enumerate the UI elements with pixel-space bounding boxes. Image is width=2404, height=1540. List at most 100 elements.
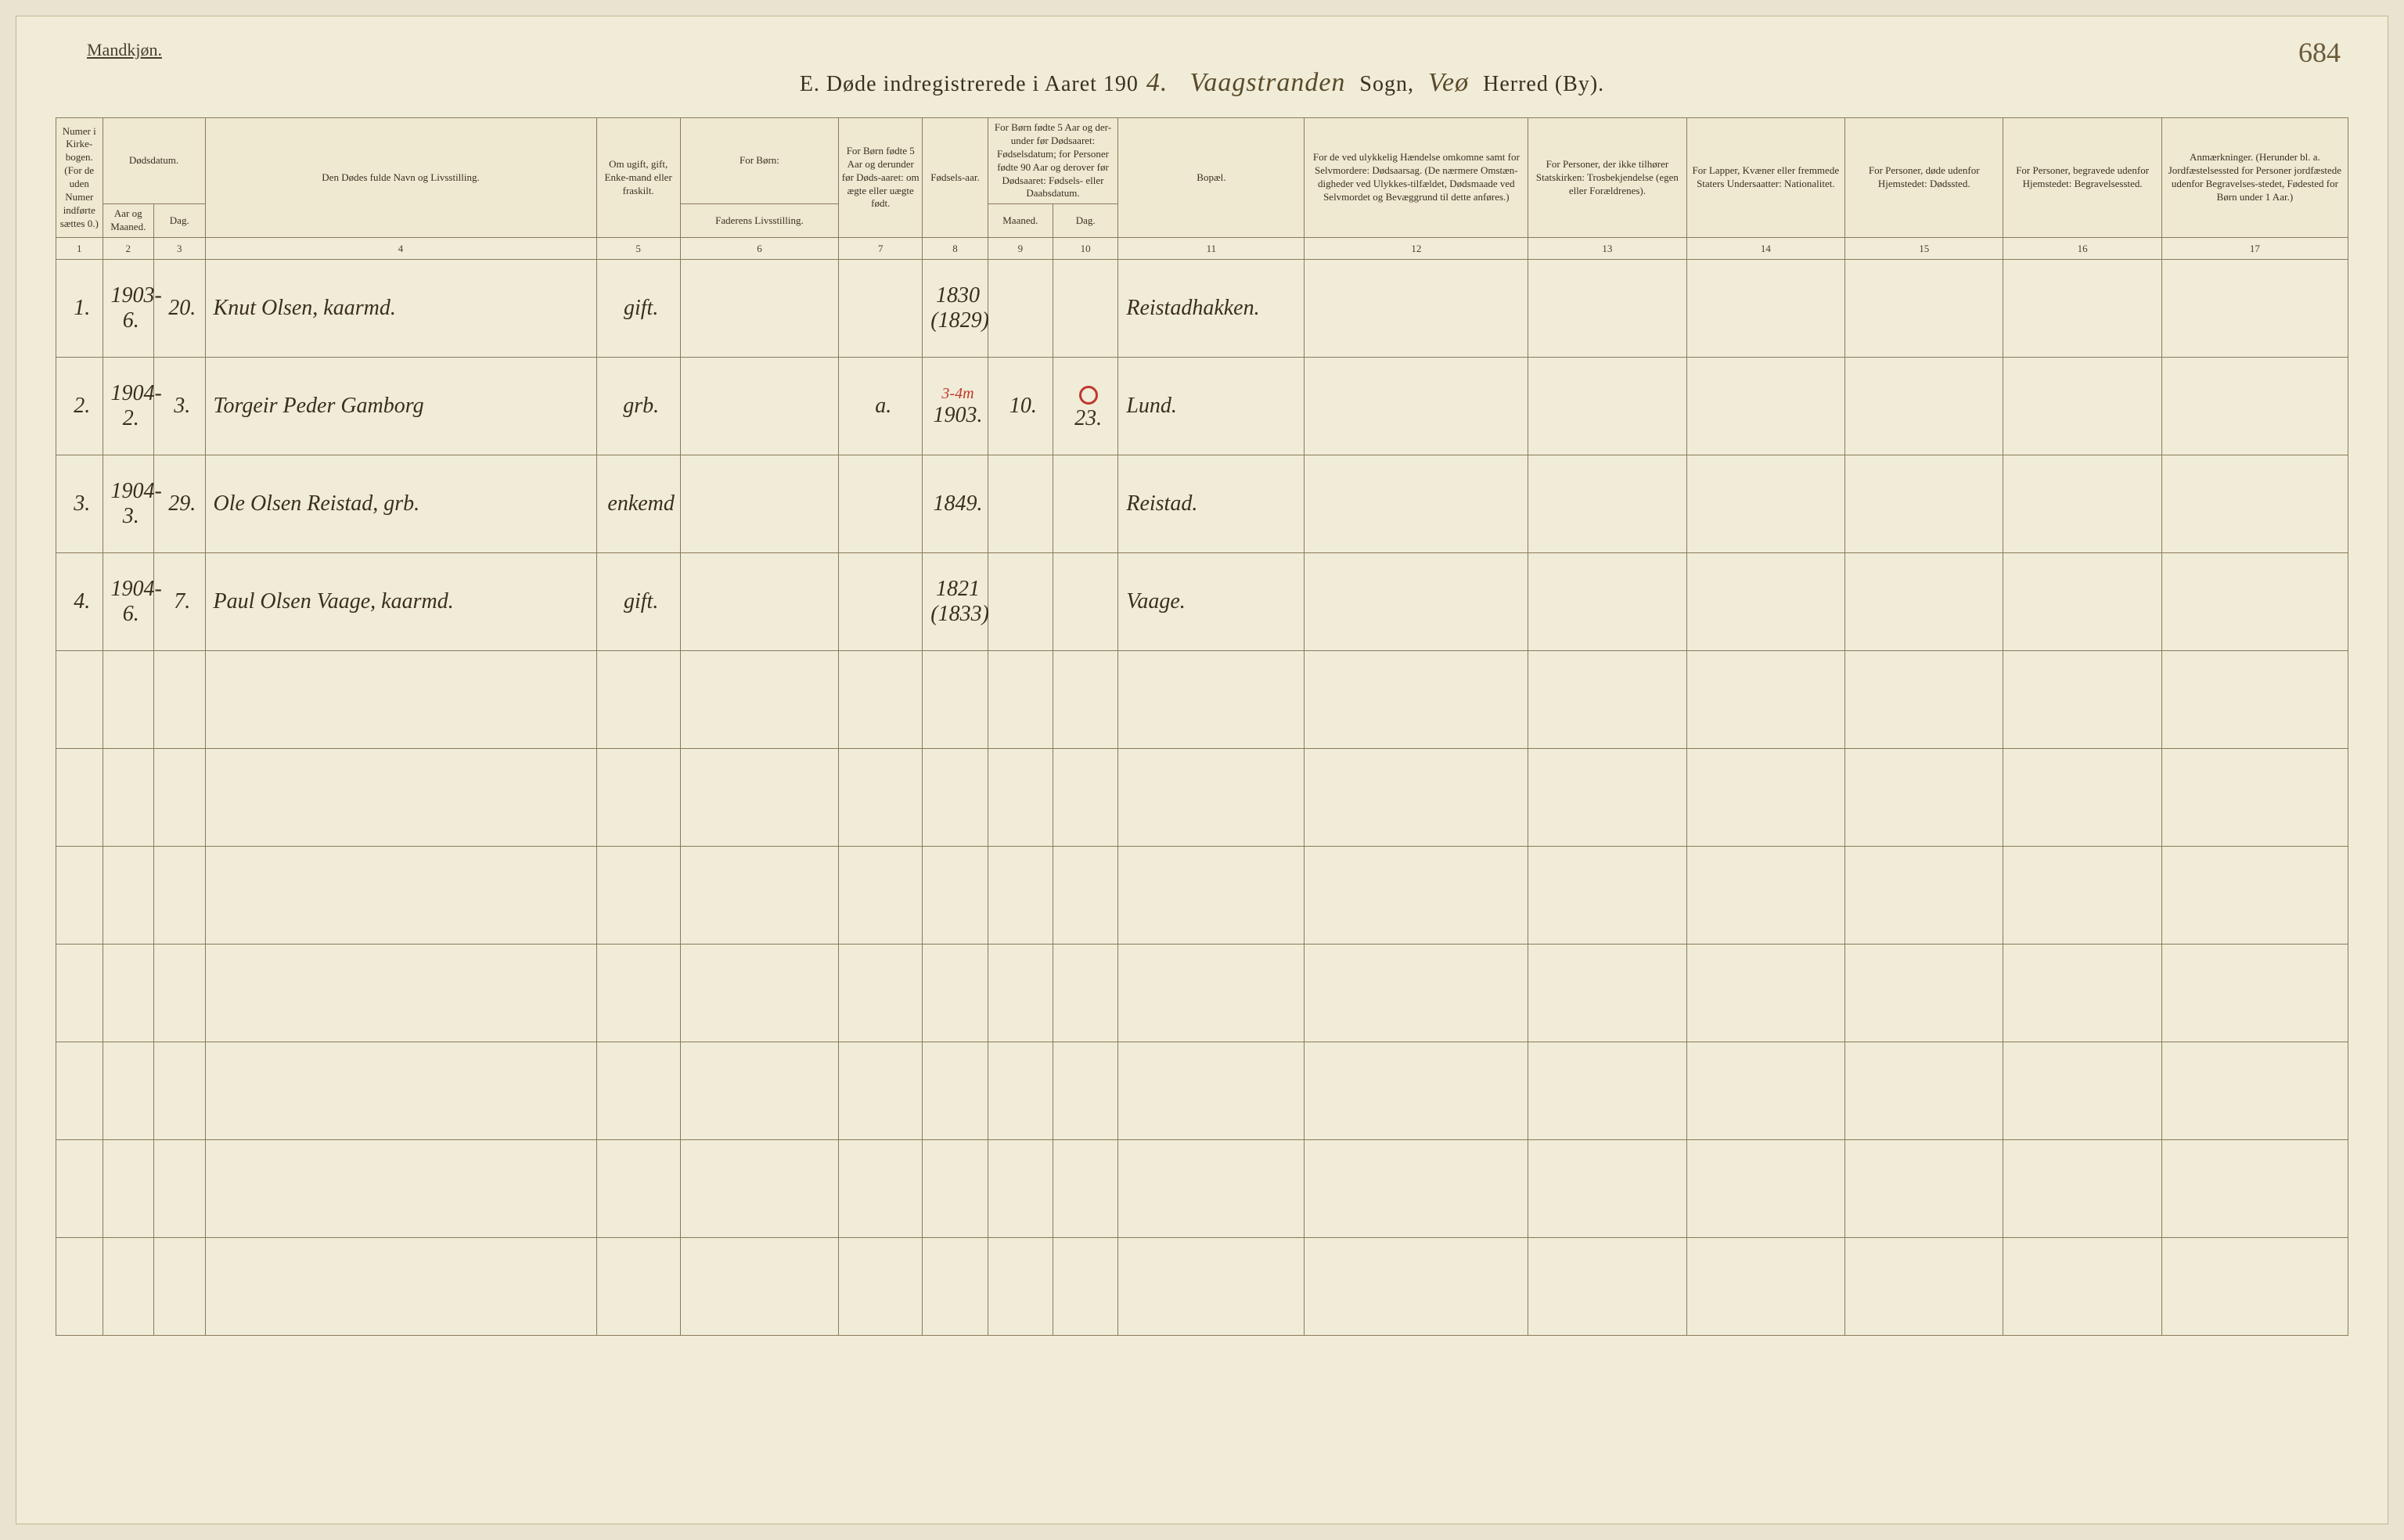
cell	[1528, 651, 1686, 749]
cell	[988, 260, 1053, 358]
cell	[2161, 358, 2348, 455]
colnum-cell: 13	[1528, 238, 1686, 260]
cell	[680, 1042, 838, 1140]
cell	[2003, 1042, 2161, 1140]
table-header: Numer i Kirke-bogen. (For de uden Numer …	[56, 118, 2348, 260]
cell	[2161, 1042, 2348, 1140]
cell	[1845, 945, 2003, 1042]
cell	[1528, 260, 1686, 358]
column-number-row: 1234567891011121314151617	[56, 238, 2348, 260]
cell	[680, 749, 838, 847]
cell-text: gift.	[624, 589, 658, 613]
cell	[1305, 1238, 1528, 1336]
cell	[2003, 1238, 2161, 1336]
cell	[154, 749, 206, 847]
cell	[56, 1238, 103, 1336]
cell	[1305, 455, 1528, 553]
cell	[1053, 945, 1117, 1042]
cell	[1528, 945, 1686, 1042]
cell-text: 1830 (1829)	[930, 283, 989, 333]
cell	[1053, 1042, 1117, 1140]
cell-text: 10.	[1009, 394, 1037, 418]
cell	[839, 553, 923, 651]
cell-text: grb.	[623, 394, 659, 418]
cell	[1528, 358, 1686, 455]
cell: Paul Olsen Vaage, kaarmd.	[205, 553, 596, 651]
cell-text: 7.	[174, 589, 190, 613]
cell	[103, 749, 153, 847]
cell	[923, 847, 988, 945]
cell	[596, 651, 680, 749]
cell: 1.	[56, 260, 103, 358]
cell: 4.	[56, 553, 103, 651]
hdr-13: For Personer, der ikke tilhører Statskir…	[1528, 118, 1686, 238]
cell: grb.	[596, 358, 680, 455]
cell	[1686, 455, 1844, 553]
cell	[839, 455, 923, 553]
cell	[205, 847, 596, 945]
cell	[988, 945, 1053, 1042]
cell	[1305, 358, 1528, 455]
cell	[205, 945, 596, 1042]
cell: 2.	[56, 358, 103, 455]
cell	[1845, 455, 2003, 553]
cell: 1903-6.	[103, 260, 153, 358]
cell-text: 1849.	[933, 491, 982, 516]
cell	[1118, 1238, 1305, 1336]
cell: 29.	[154, 455, 206, 553]
colnum-cell: 16	[2003, 238, 2161, 260]
cell-text: Reistad.	[1126, 491, 1197, 516]
cell	[839, 1042, 923, 1140]
cell	[680, 847, 838, 945]
cell	[56, 1140, 103, 1238]
cell	[103, 651, 153, 749]
cell	[154, 1238, 206, 1336]
cell	[1118, 1140, 1305, 1238]
cell: enkemd	[596, 455, 680, 553]
cell: Ole Olsen Reistad, grb.	[205, 455, 596, 553]
cell	[154, 847, 206, 945]
cell	[839, 945, 923, 1042]
cell	[205, 749, 596, 847]
cell	[988, 553, 1053, 651]
hdr-12: For de ved ulykkelig Hændelse omkomne sa…	[1305, 118, 1528, 238]
cell: 1830 (1829)	[923, 260, 988, 358]
cell	[1053, 847, 1117, 945]
cell	[839, 749, 923, 847]
cell	[1845, 1140, 2003, 1238]
cell: 23.	[1053, 358, 1117, 455]
cell	[1686, 749, 1844, 847]
hdr-4: Den Dødes fulde Navn og Livsstilling.	[205, 118, 596, 238]
cell	[923, 1238, 988, 1336]
cell-text: 20.	[168, 296, 196, 320]
table-row: 2.1904-2.3.Torgeir Peder Gamborggrb.a.3-…	[56, 358, 2348, 455]
cell-text: gift.	[624, 296, 658, 320]
cell: gift.	[596, 553, 680, 651]
cell: Vaage.	[1118, 553, 1305, 651]
cell	[205, 1140, 596, 1238]
cell-text: 23.	[1074, 406, 1102, 430]
hdr-5: Om ugift, gift, Enke-mand eller fraskilt…	[596, 118, 680, 238]
cell-text: 1821 (1833)	[930, 577, 989, 626]
cell	[988, 455, 1053, 553]
cell	[596, 1140, 680, 1238]
cell	[1845, 847, 2003, 945]
cell	[923, 945, 988, 1042]
cell	[923, 1140, 988, 1238]
cell	[1305, 651, 1528, 749]
cell: 20.	[154, 260, 206, 358]
colnum-cell: 5	[596, 238, 680, 260]
cell	[1118, 749, 1305, 847]
hdr-6-top: For Børn:	[680, 118, 838, 204]
cell	[1528, 455, 1686, 553]
table-row: 1.1903-6.20.Knut Olsen, kaarmd.gift.1830…	[56, 260, 2348, 358]
cell	[988, 749, 1053, 847]
cell	[596, 847, 680, 945]
cell-text: 3.	[74, 491, 90, 516]
cell	[1686, 358, 1844, 455]
cell-text: Lund.	[1126, 394, 1177, 418]
cell-text: 1903.	[933, 403, 982, 427]
cell	[596, 945, 680, 1042]
cell	[596, 1238, 680, 1336]
cell	[154, 1042, 206, 1140]
